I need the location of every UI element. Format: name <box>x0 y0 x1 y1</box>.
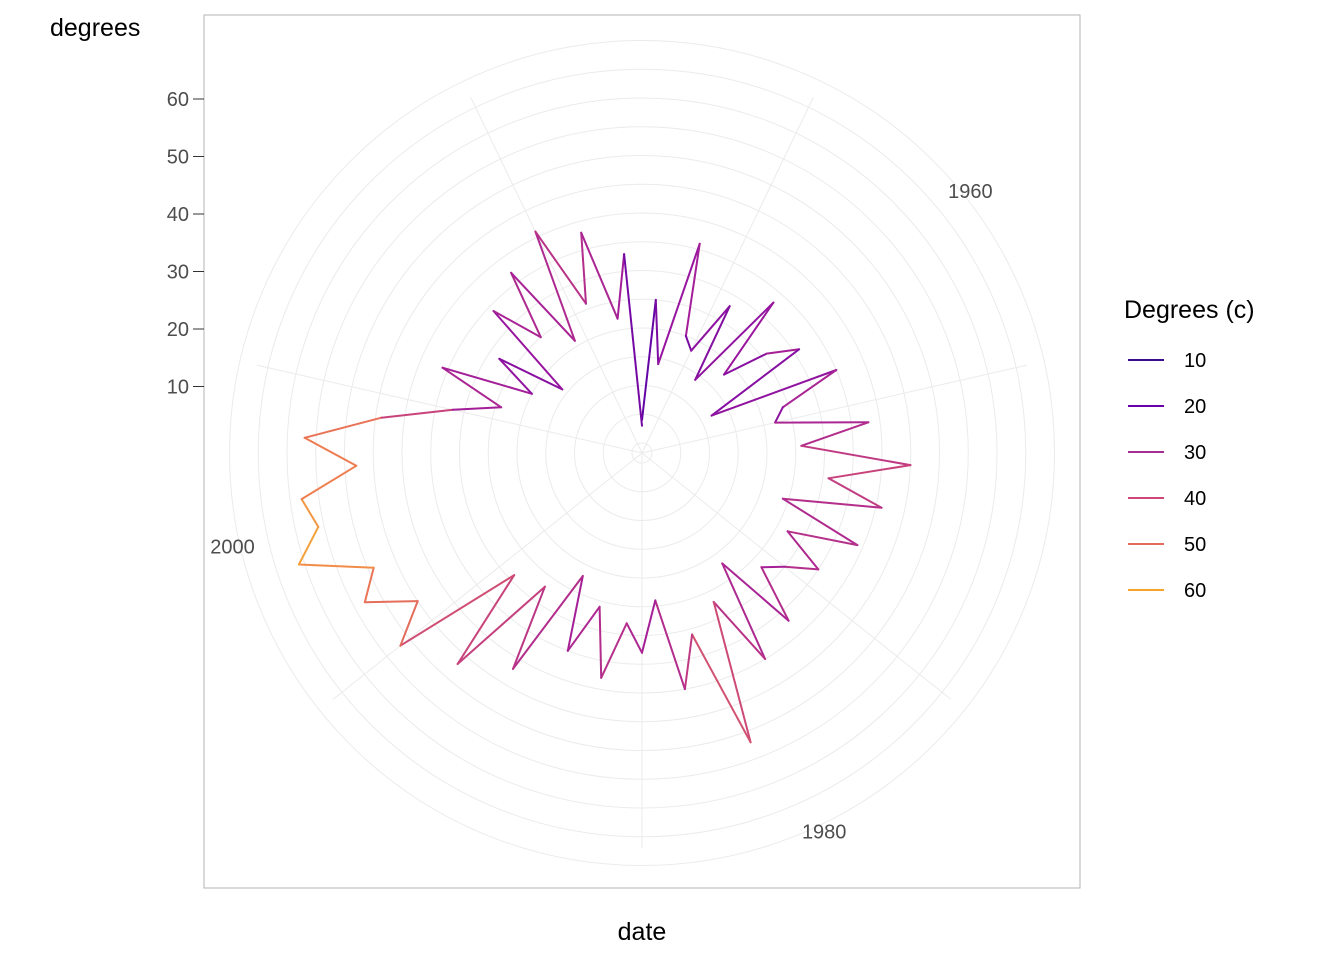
data-line-segment <box>721 562 790 622</box>
data-line-segment <box>781 497 859 547</box>
data-line-segment <box>694 301 775 381</box>
data-line-segment <box>691 633 752 744</box>
data-line-segment <box>654 599 686 691</box>
data-line-segment <box>451 406 503 411</box>
data-line-segment <box>534 230 576 342</box>
data-line-segment <box>512 585 546 670</box>
y-axis-ticks: 10 20 30 40 50 60 <box>167 89 204 399</box>
data-line-segment <box>580 231 587 305</box>
y-tick-label: 30 <box>167 262 189 284</box>
data-line-segment <box>690 305 731 352</box>
data-line-segment <box>616 253 626 320</box>
data-line-segment <box>623 253 643 427</box>
data-line-segment <box>760 566 790 622</box>
data-line-segment <box>363 600 419 604</box>
data-line-segment <box>781 497 883 509</box>
grid-spoke <box>332 452 643 700</box>
grid-spoke <box>641 96 814 454</box>
y-tick-label: 50 <box>167 147 189 169</box>
data-line-segment <box>300 498 320 528</box>
data-line-segment <box>684 335 693 352</box>
data-line-segment <box>566 575 584 652</box>
data-line-segment <box>721 562 767 660</box>
data-line-segment <box>641 298 657 421</box>
data-line-segment <box>441 366 533 395</box>
data-line-segment <box>641 599 657 654</box>
legend-title: Degrees (c) <box>1124 296 1255 324</box>
data-line-segment <box>498 357 564 391</box>
x-tick-label: 1960 <box>948 181 993 203</box>
grid-spoke <box>256 364 643 454</box>
data-line-segment <box>800 421 870 447</box>
legend-label: 10 <box>1184 350 1206 372</box>
data-line-segment <box>492 310 542 339</box>
data-line-segment <box>399 574 516 647</box>
data-line-segment <box>684 242 701 337</box>
data-line-segment <box>441 366 503 409</box>
y-tick-label: 40 <box>167 204 189 226</box>
grid-spoke <box>641 364 1028 454</box>
data-line-segment <box>712 600 752 744</box>
data-line-segment <box>399 600 419 647</box>
data-line-segment <box>300 464 358 501</box>
data-line-segment <box>600 622 628 679</box>
y-tick-label: 60 <box>167 89 189 111</box>
grid-spoke <box>641 452 952 700</box>
data-line-segment <box>303 416 383 439</box>
y-axis-label: degrees <box>50 14 140 42</box>
legend-label: 30 <box>1184 442 1206 464</box>
data-line-segment <box>498 357 533 395</box>
data-line-segment <box>510 271 576 342</box>
data-lines <box>297 230 912 744</box>
data-line-segment <box>654 298 660 365</box>
legend-label: 50 <box>1184 534 1206 556</box>
data-line-segment <box>380 408 454 419</box>
data-line-segment <box>765 348 801 355</box>
x-tick-label: 2000 <box>210 537 255 559</box>
data-line-segment <box>683 633 694 691</box>
data-line-segment <box>710 369 838 417</box>
data-line-segment <box>774 406 784 424</box>
data-line-segment <box>786 530 820 571</box>
data-line-segment <box>786 530 859 547</box>
grid-spoke <box>470 96 643 454</box>
data-line-segment <box>303 436 358 467</box>
grid-circle <box>229 40 1055 866</box>
data-line-segment <box>297 525 320 566</box>
data-line-segment <box>598 605 603 679</box>
data-line-segment <box>363 566 375 604</box>
y-tick-label: 20 <box>167 319 189 341</box>
data-line-segment <box>712 600 767 660</box>
x-tick-label: 1980 <box>802 821 847 843</box>
data-line-segment <box>827 477 883 509</box>
data-line-segment <box>694 305 731 381</box>
data-line-segment <box>723 301 775 376</box>
data-line-segment <box>783 565 820 571</box>
data-line-segment <box>512 575 584 670</box>
data-line-segment <box>534 230 587 305</box>
data-line-segment <box>456 585 546 665</box>
legend: Degrees (c) 10 20 30 40 50 60 <box>1124 296 1255 602</box>
y-tick-label: 10 <box>167 377 189 399</box>
data-line-segment <box>566 605 601 652</box>
data-line-segment <box>657 242 701 365</box>
legend-label: 40 <box>1184 488 1206 510</box>
data-line-segment <box>710 348 801 417</box>
polar-grid <box>229 40 1055 866</box>
data-line-segment <box>510 271 542 339</box>
x-axis-ticks: 1960 1980 2000 <box>210 181 992 843</box>
data-line-segment <box>781 369 838 409</box>
legend-label: 20 <box>1184 396 1206 418</box>
data-line-segment <box>625 622 643 654</box>
data-line-segment <box>827 464 912 480</box>
x-axis-label: date <box>618 918 667 946</box>
data-line-segment <box>723 352 768 376</box>
data-line-segment <box>580 231 619 320</box>
legend-label: 60 <box>1184 580 1206 602</box>
data-line-segment <box>492 310 564 391</box>
data-line-segment <box>800 444 912 467</box>
data-line-segment <box>297 563 375 569</box>
data-line-segment <box>456 574 516 665</box>
